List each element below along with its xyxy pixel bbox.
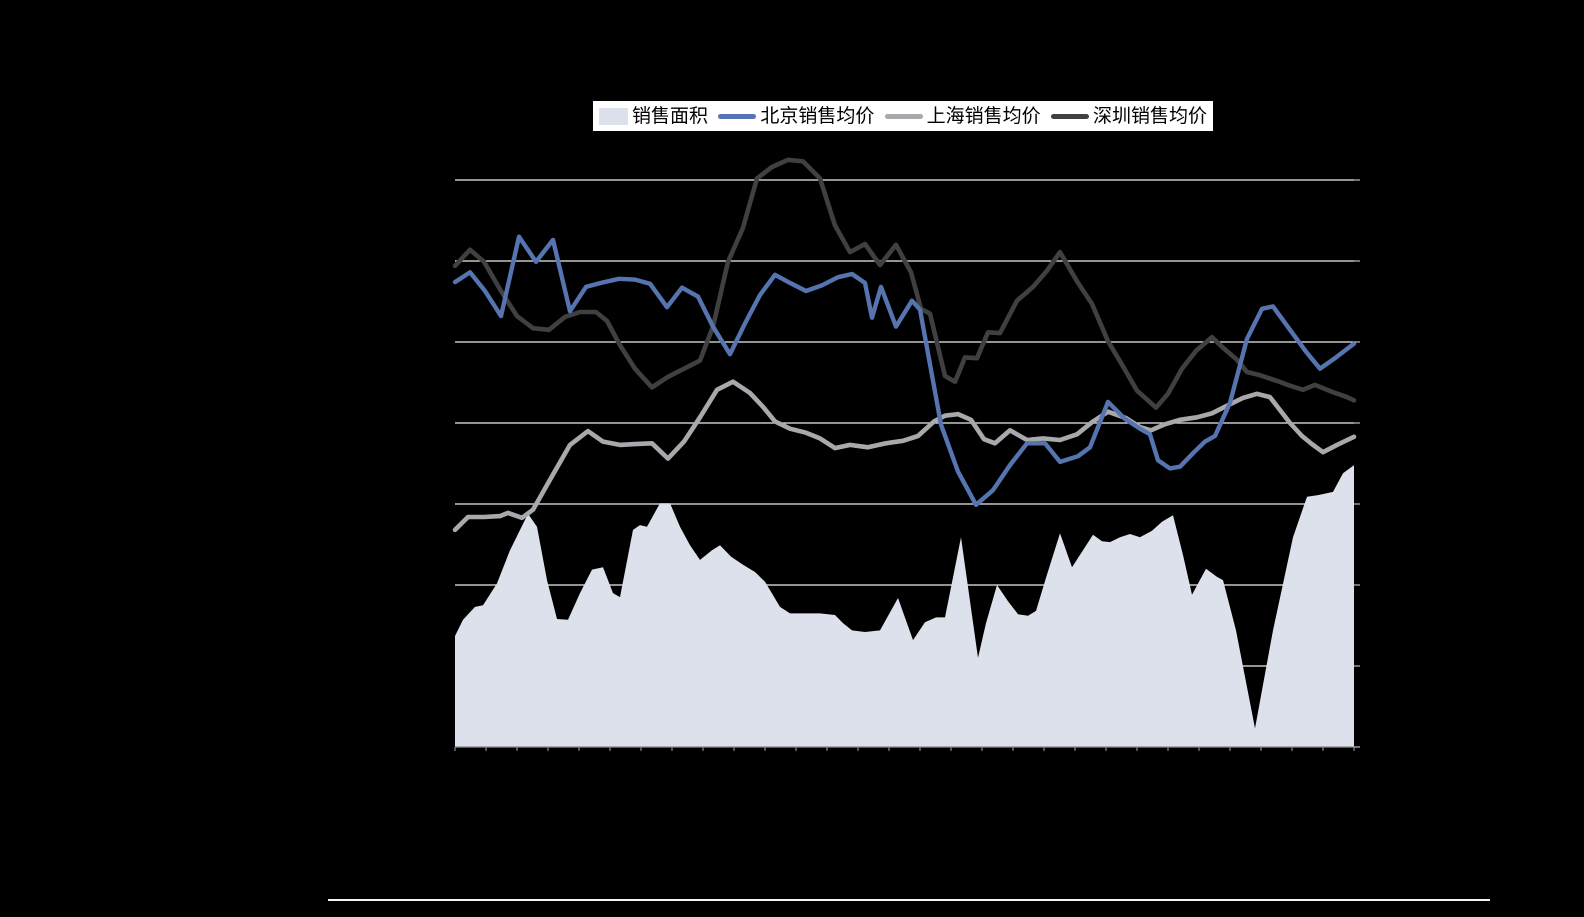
legend-item-2: 上海销售均价 — [884, 105, 1041, 127]
legend-label: 销售面积 — [632, 105, 709, 127]
area-series-销售面积 — [455, 465, 1354, 747]
legend-item-1: 北京销售均价 — [718, 107, 874, 126]
line-swatch-icon — [884, 113, 923, 119]
footer-divider — [328, 899, 1490, 901]
line-swatch-icon — [718, 113, 757, 119]
legend-item-0: 销售面积 — [599, 107, 708, 126]
legend-label: 北京销售均价 — [760, 105, 875, 127]
legend: 销售面积 北京销售均价 上海销售均价 深圳销售均价 — [593, 101, 1213, 131]
line-series-北京销售均价 — [452, 234, 1357, 507]
legend-item-3: 深圳销售均价 — [1050, 105, 1207, 127]
legend-label: 深圳销售均价 — [1092, 105, 1207, 127]
area-swatch-icon — [599, 107, 628, 125]
legend-label: 上海销售均价 — [926, 105, 1041, 127]
line-series-上海销售均价 — [452, 379, 1357, 533]
line-series-深圳销售均价 — [452, 157, 1357, 410]
line-swatch-icon — [1050, 113, 1089, 119]
